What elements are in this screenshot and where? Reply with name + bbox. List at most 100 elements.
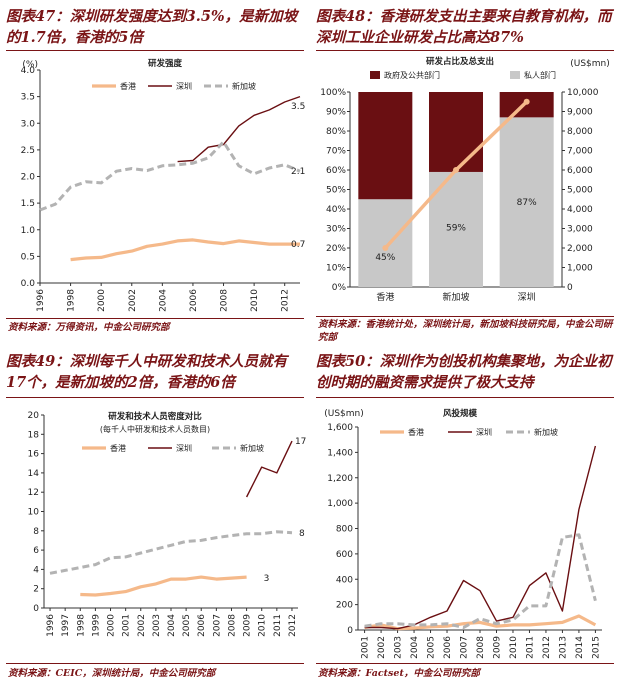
legend-label: 政府及公共部门	[384, 70, 440, 80]
y2-tick-label: 8,000	[567, 127, 593, 137]
y-tick-label: 200	[336, 601, 353, 611]
y2-tick-label: 0	[567, 283, 573, 293]
y-axis-unit: (US$mn)	[324, 409, 364, 419]
title-rule	[6, 397, 304, 398]
y2-tick-label: 4,000	[567, 205, 593, 215]
legend-label: 深圳	[476, 427, 492, 437]
x-tick-label: 2010	[509, 636, 519, 659]
source-rule	[6, 318, 304, 319]
x-tick-label: 2002	[377, 636, 387, 659]
x-tick-label: 2005	[427, 636, 437, 659]
x-tick-label: 1996	[36, 289, 46, 312]
y2-tick-label: 1,000	[567, 264, 593, 274]
chart-title: 风投规模	[443, 408, 478, 419]
panel-50: 图表50：深圳作为创投机构集聚地，为企业初创时期的融资需求提供了极大支持 风投规…	[310, 345, 620, 691]
y-tick-label: 1.5	[21, 199, 35, 209]
y-tick-label: 1,600	[327, 423, 353, 433]
total-spend-point	[382, 245, 389, 251]
y-tick-label: 1,000	[327, 499, 353, 509]
y-tick-label: 10%	[326, 264, 346, 274]
y-tick-label: 16	[28, 450, 40, 460]
y2-tick-label: 9,000	[567, 108, 593, 118]
x-tick-label: 2004	[167, 614, 177, 637]
x-tick-label: 2010	[250, 289, 260, 312]
chart-title: 研发和技术人员密度对比	[108, 411, 202, 422]
legend-label: 深圳	[176, 81, 192, 91]
y-tick-label: 0	[33, 604, 39, 614]
y2-axis-unit: (US$mn)	[570, 59, 610, 69]
total-spend-point	[523, 98, 530, 105]
y-tick-label: 1,400	[327, 448, 353, 458]
y-tick-label: 100%	[320, 88, 346, 98]
title-rule	[6, 50, 304, 51]
bar-gov	[429, 92, 483, 172]
panel-title: 图表47：深圳研发强度达到3.5%，是新加坡的1.7倍，香港的5倍	[6, 8, 298, 46]
y-tick-label: 3.0	[21, 119, 36, 129]
end-label-sz: 17	[295, 437, 306, 447]
x-tick-label: 2006	[197, 614, 207, 637]
series-line	[177, 95, 301, 163]
y2-tick-label: 5,000	[567, 186, 593, 196]
y-axis-unit: (%)	[22, 60, 38, 70]
series-line	[364, 533, 597, 629]
legend-label: 香港	[110, 443, 126, 453]
y-tick-label: 1.0	[21, 226, 36, 236]
x-tick-label: 2012	[288, 614, 298, 637]
x-tick-label: 2004	[158, 289, 168, 312]
y-tick-label: 0	[347, 626, 353, 636]
total-spend-point	[453, 167, 459, 173]
y-tick-label: 70%	[326, 147, 346, 157]
y-tick-label: 90%	[326, 108, 346, 118]
x-tick-label: 2000	[107, 614, 117, 637]
y2-tick-label: 6,000	[567, 166, 593, 176]
panel-title: 图表48：香港研发支出主要来自教育机构，而深圳工业企业研发占比高达87%	[316, 8, 612, 46]
series-line	[364, 445, 597, 630]
x-tick-label: 2014	[575, 636, 585, 659]
x-tick-label: 2012	[281, 289, 291, 312]
y2-tick-label: 7,000	[567, 147, 593, 157]
y2-tick-label: 10,000	[567, 88, 599, 98]
legend-label: 私人部门	[524, 70, 556, 80]
y-tick-label: 4	[33, 565, 39, 575]
panel-49: 图表49：深圳每千人中研发和技术人员就有17个，是新加坡的2倍，香港的6倍 研发…	[0, 345, 310, 691]
x-tick-label: 2000	[97, 289, 107, 312]
panel-title: 图表50：深圳作为创投机构集聚地，为企业初创时期的融资需求提供了极大支持	[316, 353, 612, 391]
x-tick-label: 2003	[394, 636, 404, 659]
bar-data-label: 59%	[446, 224, 466, 234]
end-label-hk: 3	[264, 574, 270, 584]
bar-gov	[358, 92, 413, 200]
legend-label: 新加坡	[232, 81, 256, 91]
x-tick-label: 1998	[76, 614, 86, 637]
y-tick-label: 50%	[326, 186, 346, 196]
y2-tick-label: 3,000	[567, 225, 593, 235]
x-tick-label: 2015	[591, 636, 601, 659]
source-rule	[316, 663, 614, 664]
source-rule	[6, 663, 304, 664]
x-tick-label: 1997	[61, 614, 71, 637]
x-tick-label: 1998	[67, 289, 77, 312]
y-tick-label: 60%	[326, 166, 346, 176]
legend-swatch	[370, 71, 380, 79]
x-tick-label: 2002	[137, 614, 147, 637]
y-tick-label: 400	[336, 575, 353, 585]
bar-private	[499, 117, 554, 287]
y-tick-label: 4.0	[21, 66, 36, 76]
end-label-sg: 2.1	[291, 167, 305, 177]
legend-label: 新加坡	[240, 443, 264, 453]
x-tick-label: 2009	[243, 614, 253, 637]
y-tick-label: 600	[336, 550, 353, 560]
panel-47: 图表47：深圳研发强度达到3.5%，是新加坡的1.7倍，香港的5倍 研发强度 (%…	[0, 0, 310, 345]
x-tick-label: 2005	[182, 614, 192, 637]
legend-swatch	[510, 71, 520, 79]
y-tick-label: 2	[33, 585, 39, 595]
y-tick-label: 800	[336, 525, 353, 535]
bar-data-label: 45%	[375, 253, 395, 263]
x-tick-label: 香港	[376, 291, 394, 303]
chart-title: 研发占比及总支出	[426, 56, 494, 67]
x-tick-label: 2007	[460, 636, 470, 659]
x-tick-label: 2004	[410, 636, 420, 659]
y-tick-label: 6	[33, 546, 39, 556]
end-label-sg: 8	[299, 529, 305, 539]
panel-title: 图表49：深圳每千人中研发和技术人员就有17个，是新加坡的2倍，香港的6倍	[6, 353, 288, 391]
series-line	[39, 140, 301, 212]
